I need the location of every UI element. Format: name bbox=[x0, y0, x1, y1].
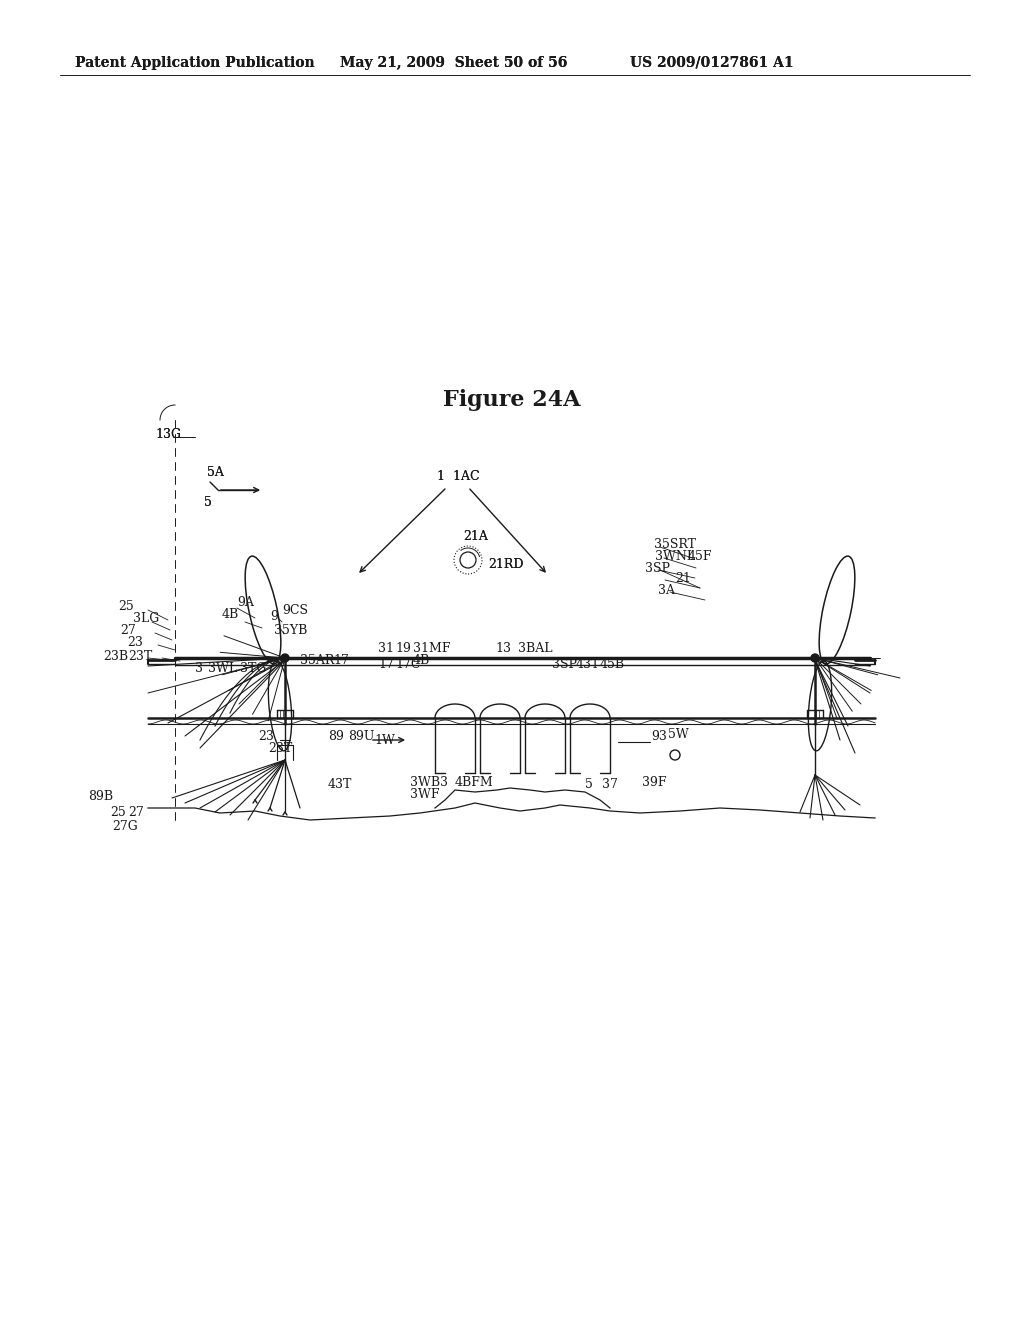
Text: 1  1AC: 1 1AC bbox=[437, 470, 479, 483]
Text: 21A: 21A bbox=[463, 531, 487, 544]
Text: 23T: 23T bbox=[268, 742, 292, 755]
Text: 1  1AC: 1 1AC bbox=[437, 470, 479, 483]
Text: 23T: 23T bbox=[128, 649, 153, 663]
Text: 21A: 21A bbox=[463, 531, 487, 544]
Text: 35SRT: 35SRT bbox=[654, 539, 696, 552]
Text: 9CS: 9CS bbox=[282, 603, 308, 616]
Text: 35AR: 35AR bbox=[300, 653, 335, 667]
Text: Patent Application Publication: Patent Application Publication bbox=[75, 55, 314, 70]
Text: 3WF: 3WF bbox=[410, 788, 439, 801]
Text: 39F: 39F bbox=[642, 776, 667, 788]
Text: 21RD: 21RD bbox=[488, 558, 523, 572]
Text: 13: 13 bbox=[495, 642, 511, 655]
Text: 3SP: 3SP bbox=[552, 659, 577, 672]
Text: 31: 31 bbox=[378, 642, 394, 655]
Text: 13G: 13G bbox=[155, 429, 181, 441]
Text: 23: 23 bbox=[258, 730, 273, 743]
Text: 23B: 23B bbox=[103, 649, 128, 663]
Text: 23: 23 bbox=[127, 635, 143, 648]
Text: 89B: 89B bbox=[88, 789, 113, 803]
Text: 19: 19 bbox=[395, 642, 411, 655]
Text: May 21, 2009  Sheet 50 of 56: May 21, 2009 Sheet 50 of 56 bbox=[340, 55, 567, 70]
Text: 4BFM: 4BFM bbox=[455, 776, 494, 788]
Text: 89: 89 bbox=[328, 730, 344, 743]
Text: 21: 21 bbox=[675, 572, 691, 585]
Text: 25: 25 bbox=[110, 805, 126, 818]
Text: 4B: 4B bbox=[222, 609, 240, 622]
Text: 5A: 5A bbox=[207, 466, 224, 479]
Text: 89U: 89U bbox=[348, 730, 375, 743]
Text: 1W: 1W bbox=[374, 734, 395, 747]
Text: 45B: 45B bbox=[600, 659, 625, 672]
Text: 3: 3 bbox=[440, 776, 449, 788]
Text: 17: 17 bbox=[333, 653, 349, 667]
Text: 21RD: 21RD bbox=[488, 558, 523, 572]
Text: Patent Application Publication: Patent Application Publication bbox=[75, 55, 314, 70]
Text: US 2009/0127861 A1: US 2009/0127861 A1 bbox=[630, 55, 794, 70]
Text: 4B: 4B bbox=[413, 653, 430, 667]
Text: 5: 5 bbox=[585, 779, 593, 792]
Text: 17C: 17C bbox=[395, 657, 421, 671]
Text: 43T: 43T bbox=[328, 779, 352, 792]
Text: 37: 37 bbox=[602, 779, 617, 792]
Text: May 21, 2009  Sheet 50 of 56: May 21, 2009 Sheet 50 of 56 bbox=[340, 55, 567, 70]
Circle shape bbox=[281, 653, 289, 663]
Text: 5: 5 bbox=[204, 495, 212, 508]
Text: 3A: 3A bbox=[658, 583, 675, 597]
Text: 3: 3 bbox=[195, 661, 203, 675]
Text: 27: 27 bbox=[120, 623, 136, 636]
Text: 27G: 27G bbox=[112, 820, 138, 833]
Text: 5A: 5A bbox=[207, 466, 224, 479]
Text: 27: 27 bbox=[128, 805, 143, 818]
Text: 3WL: 3WL bbox=[208, 661, 238, 675]
Text: 5: 5 bbox=[204, 495, 212, 508]
Circle shape bbox=[811, 653, 819, 663]
Text: 3TG: 3TG bbox=[240, 661, 266, 675]
Text: 43T: 43T bbox=[575, 659, 600, 672]
Text: 3LG: 3LG bbox=[133, 611, 160, 624]
Text: US 2009/0127861 A1: US 2009/0127861 A1 bbox=[630, 55, 794, 70]
Text: 9A: 9A bbox=[237, 595, 254, 609]
Text: Figure 24A: Figure 24A bbox=[443, 389, 581, 411]
Text: 3WB: 3WB bbox=[410, 776, 440, 788]
Text: 9: 9 bbox=[270, 610, 278, 623]
Text: 45F: 45F bbox=[688, 550, 713, 564]
Text: 3WNL: 3WNL bbox=[655, 550, 695, 564]
Text: 31MF: 31MF bbox=[413, 642, 451, 655]
Text: 3BAL: 3BAL bbox=[518, 642, 553, 655]
Text: 17: 17 bbox=[378, 657, 394, 671]
Text: 35YB: 35YB bbox=[274, 623, 307, 636]
Text: 13G: 13G bbox=[155, 429, 181, 441]
Text: 3SP: 3SP bbox=[645, 561, 670, 574]
Text: 5W: 5W bbox=[668, 729, 689, 742]
Text: 25: 25 bbox=[118, 599, 134, 612]
Text: 93: 93 bbox=[651, 730, 667, 743]
